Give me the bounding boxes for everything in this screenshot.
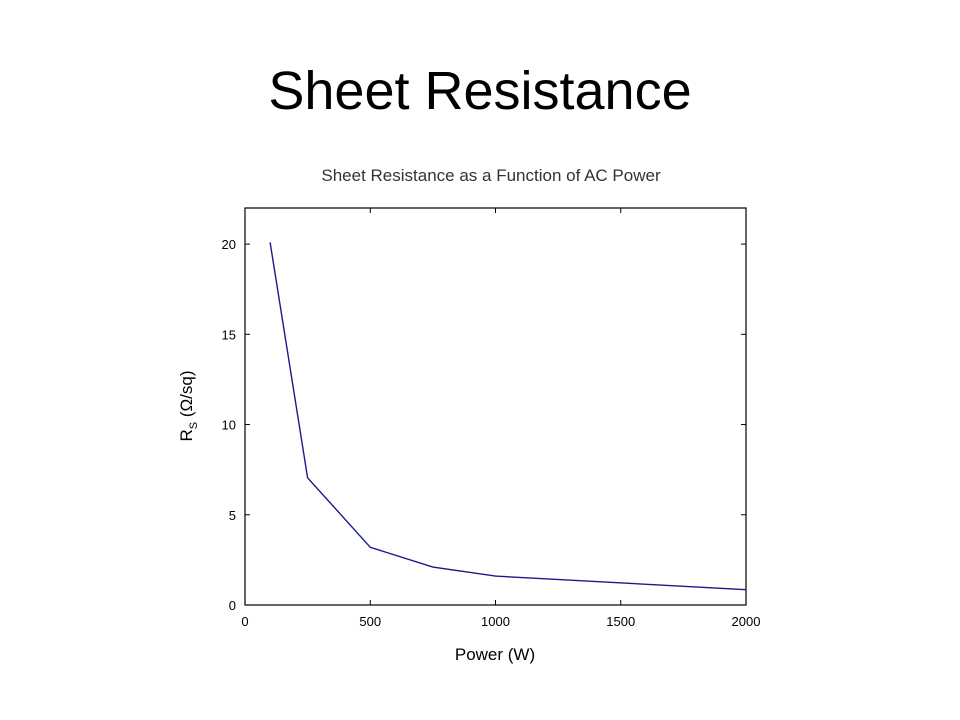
series-line [269, 242, 747, 591]
y-axis-label-sub: S [188, 422, 200, 429]
x-tick-label: 2000 [732, 614, 761, 629]
y-tick-label: 5 [229, 508, 236, 523]
y-axis-label-unit: (Ω/sq) [177, 370, 196, 421]
x-tick-label: 1000 [481, 614, 510, 629]
y-tick-label: 20 [222, 237, 236, 252]
y-tick-label: 10 [222, 418, 236, 433]
series-group [269, 242, 747, 591]
y-tick-label: 15 [222, 327, 236, 342]
x-tick-label: 0 [241, 614, 248, 629]
plot-frame [244, 207, 747, 606]
y-tick-label: 0 [229, 598, 236, 613]
plot-area [244, 207, 747, 606]
x-tick-label: 500 [359, 614, 381, 629]
x-tick-label: 1500 [606, 614, 635, 629]
ticks [244, 208, 747, 606]
tick-labels: 0 500 1000 1500 2000 0 5 10 15 20 [222, 237, 761, 629]
chart-title: Sheet Resistance as a Function of AC Pow… [321, 166, 661, 185]
slide-title: Sheet Resistance [268, 61, 692, 121]
y-axis-label: RS (Ω/sq) [177, 370, 200, 441]
y-axis-label-main: R [177, 429, 196, 441]
x-axis-label: Power (W) [455, 645, 535, 664]
